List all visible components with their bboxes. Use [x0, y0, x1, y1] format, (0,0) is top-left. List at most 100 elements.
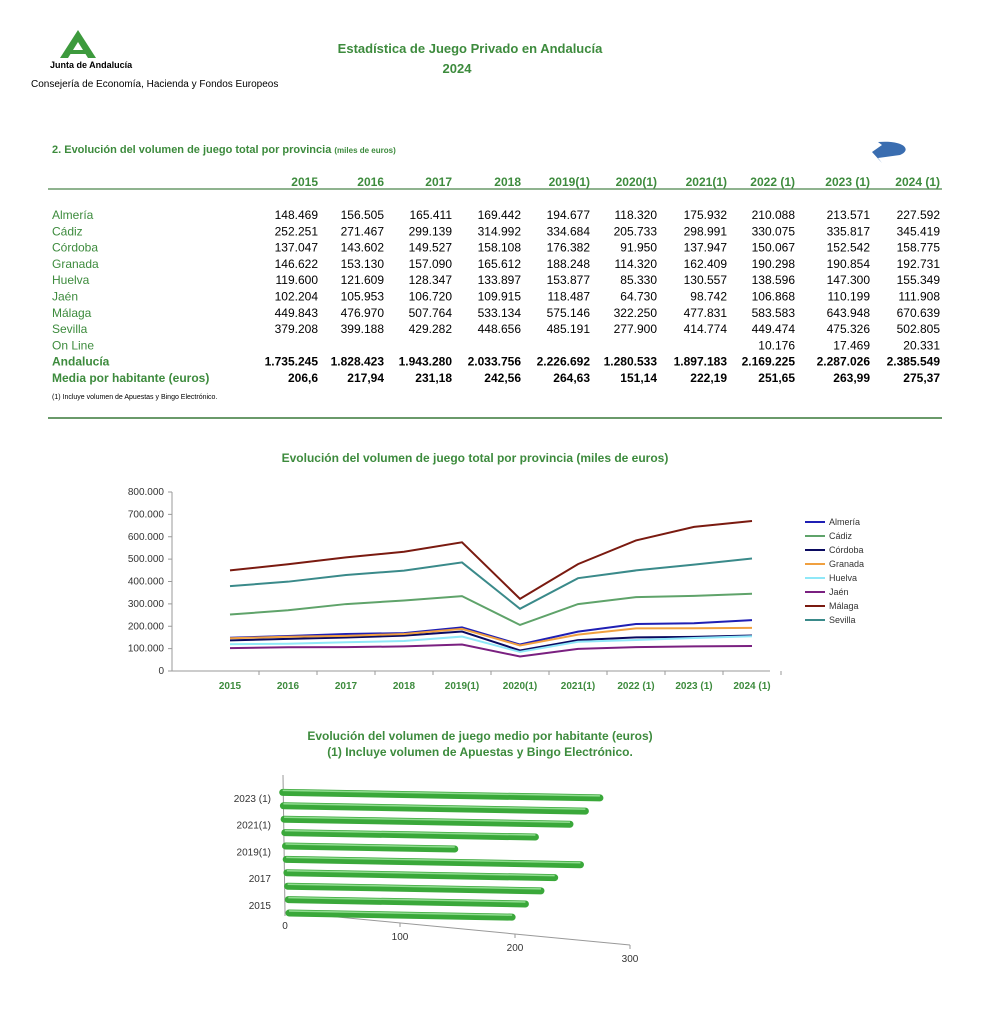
cell: 110.199 — [828, 290, 871, 304]
x-tick-label: 200 — [507, 943, 524, 954]
cell: 334.684 — [547, 224, 591, 238]
cell: 190.298 — [752, 257, 796, 271]
cell: 210.088 — [752, 208, 796, 222]
cell: 169.442 — [478, 208, 522, 222]
cell: 137.047 — [275, 241, 319, 255]
cell: 227.592 — [897, 208, 941, 222]
series-line — [229, 626, 753, 647]
row-label: Almería — [52, 208, 94, 222]
cell: 152.542 — [827, 241, 871, 255]
row-label: On Line — [52, 338, 94, 352]
cell: 231,18 — [415, 371, 452, 385]
x-tick-label: 0 — [282, 921, 288, 932]
cell: 147.300 — [827, 273, 871, 287]
x-tick-label: 2023 (1) — [675, 681, 712, 692]
bar-highlight — [286, 856, 581, 864]
back-icon[interactable] — [872, 141, 906, 163]
cell: 507.764 — [409, 306, 453, 320]
cell: 148.469 — [275, 208, 319, 222]
bar-highlight — [283, 803, 586, 810]
y-tick-label: 2017 — [249, 874, 272, 885]
cell: 264,63 — [553, 371, 590, 385]
cell: 188.248 — [547, 257, 591, 271]
x-tick-label: 300 — [622, 954, 639, 965]
row-label: Andalucía — [52, 355, 110, 369]
cell: 146.622 — [275, 257, 319, 271]
x-tick-label: 2022 (1) — [617, 681, 654, 692]
cell: 105.953 — [341, 290, 385, 304]
x-tick-label: 2016 — [277, 681, 300, 692]
cell: 64.730 — [620, 290, 657, 304]
column-header: 2020(1) — [616, 175, 657, 189]
cell: 1.735.245 — [265, 355, 319, 369]
chart-title: Evolución del volumen de juego medio por… — [307, 729, 652, 743]
cell: 91.950 — [620, 241, 657, 255]
series-line — [229, 519, 753, 601]
chart-title: Evolución del volumen de juego total por… — [282, 451, 669, 465]
row-label: Cádiz — [52, 224, 83, 238]
cell: 165.411 — [410, 208, 453, 222]
cell: 121.609 — [341, 273, 385, 287]
column-header: 2015 — [291, 175, 318, 189]
row-label: Sevilla — [52, 322, 88, 336]
cell: 109.915 — [478, 290, 522, 304]
cell: 322.250 — [614, 306, 658, 320]
cell: 102.204 — [275, 290, 319, 304]
cell: 143.602 — [341, 241, 385, 255]
bar-highlight — [284, 816, 570, 823]
legend-label: Huelva — [829, 573, 857, 583]
row-label: Córdoba — [52, 241, 98, 255]
column-header: 2019(1) — [549, 175, 590, 189]
cell: 149.527 — [409, 241, 453, 255]
row-label: Media por habitante (euros) — [52, 371, 209, 385]
bar-highlight — [284, 829, 536, 836]
legend-label: Granada — [829, 559, 864, 569]
y-tick-label: 2019(1) — [237, 847, 271, 858]
cell: 165.612 — [478, 257, 522, 271]
cell: 263,99 — [833, 371, 870, 385]
y-tick-label: 700.000 — [128, 509, 165, 520]
cell: 213.571 — [827, 208, 871, 222]
bar — [284, 882, 545, 895]
cell: 1.828.423 — [331, 355, 385, 369]
cell: 192.731 — [897, 257, 941, 271]
y-tick-label: 300.000 — [128, 599, 165, 610]
x-tick-label: 2017 — [335, 681, 358, 692]
cell: 2.169.225 — [742, 355, 796, 369]
logo — [60, 30, 96, 58]
cell: 17.469 — [833, 338, 870, 352]
cell: 335.817 — [827, 224, 871, 238]
cell: 156.505 — [341, 208, 385, 222]
cell: 119.600 — [276, 273, 319, 287]
table-title-text: 2. Evolución del volumen de juego total … — [52, 144, 332, 156]
cell: 2.385.549 — [887, 355, 941, 369]
cell: 111.908 — [898, 290, 940, 304]
y-tick-label: 2015 — [249, 901, 272, 912]
row-label: Jaén — [52, 290, 78, 304]
cell: 414.774 — [684, 322, 728, 336]
cell: 10.176 — [758, 338, 795, 352]
cell: 475.326 — [827, 322, 871, 336]
bar — [284, 896, 529, 908]
bar — [280, 815, 574, 828]
row-label: Granada — [52, 257, 99, 271]
cell: 448.656 — [478, 322, 522, 336]
series-line — [229, 619, 753, 646]
cell: 1.943.280 — [399, 355, 453, 369]
x-tick-label: 2024 (1) — [733, 681, 770, 692]
cell: 2.033.756 — [468, 355, 522, 369]
cell: 158.775 — [897, 241, 941, 255]
cell: 449.474 — [752, 322, 796, 336]
cell: 138.596 — [752, 273, 796, 287]
cell: 175.932 — [684, 208, 728, 222]
cell: 153.877 — [547, 273, 591, 287]
cell: 150.067 — [752, 241, 796, 255]
series-line — [229, 635, 753, 653]
cell: 533.134 — [478, 306, 522, 320]
cell: 118.320 — [615, 208, 658, 222]
year: 2024 — [443, 61, 473, 76]
cell: 670.639 — [897, 306, 941, 320]
cell: 205.733 — [614, 224, 658, 238]
series-line — [229, 630, 753, 652]
